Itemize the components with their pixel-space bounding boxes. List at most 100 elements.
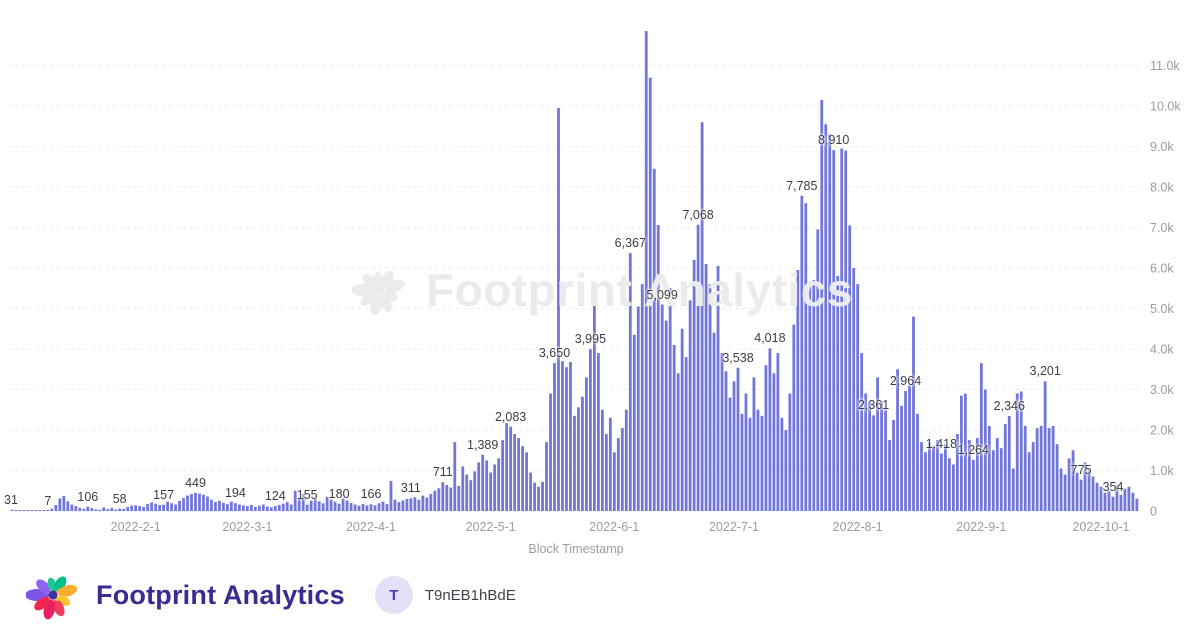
bar bbox=[269, 507, 273, 512]
bar bbox=[317, 501, 321, 511]
bar-value-label: 194 bbox=[224, 486, 246, 501]
bar bbox=[804, 203, 808, 511]
bar bbox=[796, 270, 800, 511]
bar bbox=[880, 401, 883, 511]
bar-value-label: 711 bbox=[432, 465, 453, 480]
bar bbox=[461, 466, 465, 511]
bar-value-label: 106 bbox=[77, 489, 99, 504]
bar bbox=[944, 444, 947, 512]
bar bbox=[955, 434, 959, 511]
user-avatar-badge: T bbox=[374, 576, 413, 614]
bar bbox=[333, 501, 337, 511]
bar-value-label: 58 bbox=[112, 491, 127, 506]
bar bbox=[541, 481, 544, 511]
bar bbox=[210, 499, 213, 511]
bar bbox=[369, 504, 373, 511]
bar bbox=[1087, 468, 1091, 511]
y-axis-tick-label: 1.0k bbox=[1150, 464, 1174, 478]
bar-value-label: 7,068 bbox=[682, 207, 714, 222]
bar-value-label: 354 bbox=[1102, 479, 1124, 494]
bar bbox=[991, 450, 995, 511]
bar bbox=[904, 390, 907, 511]
bar bbox=[533, 482, 536, 511]
x-axis-tick-label: 2022-3-1 bbox=[222, 520, 272, 534]
bar bbox=[10, 509, 14, 511]
bar bbox=[979, 363, 983, 511]
bar bbox=[824, 124, 828, 511]
bar bbox=[592, 304, 596, 512]
x-axis-tick-label: 2022-2-1 bbox=[111, 520, 161, 534]
bar bbox=[485, 460, 489, 512]
bar bbox=[959, 395, 963, 511]
bar bbox=[664, 320, 668, 511]
bar bbox=[1027, 452, 1031, 511]
bar bbox=[724, 371, 728, 511]
bar bbox=[281, 503, 285, 511]
bar bbox=[233, 503, 237, 511]
bar bbox=[86, 506, 90, 511]
bar bbox=[768, 348, 772, 511]
bar bbox=[708, 284, 712, 511]
bar bbox=[42, 510, 46, 511]
bar bbox=[218, 500, 221, 512]
bar bbox=[1075, 472, 1079, 511]
bar bbox=[1111, 496, 1115, 511]
bar bbox=[712, 332, 716, 511]
bar bbox=[748, 417, 752, 511]
bar bbox=[1003, 423, 1007, 512]
bar bbox=[142, 506, 146, 511]
bar bbox=[752, 377, 756, 511]
bar bbox=[30, 510, 34, 511]
bar bbox=[337, 503, 341, 511]
bar bbox=[1127, 486, 1131, 511]
bar bbox=[1035, 427, 1039, 512]
bar bbox=[788, 393, 792, 511]
bar bbox=[134, 505, 138, 511]
y-axis-tick-label: 9.0k bbox=[1150, 140, 1174, 154]
bar bbox=[872, 415, 876, 511]
bar bbox=[573, 415, 576, 511]
bar bbox=[1115, 484, 1119, 511]
bar bbox=[453, 442, 457, 511]
bar-value-label: 2,964 bbox=[889, 374, 922, 388]
bar bbox=[600, 409, 604, 511]
bar-value-label: 2,361 bbox=[857, 398, 890, 413]
bar bbox=[381, 501, 385, 511]
bar bbox=[924, 452, 927, 511]
bar bbox=[1099, 486, 1103, 511]
bar bbox=[206, 496, 209, 511]
bar bbox=[517, 438, 520, 511]
bar-value-label: 6,367 bbox=[614, 236, 646, 251]
bar bbox=[194, 492, 197, 511]
bar bbox=[1123, 488, 1127, 512]
bar bbox=[397, 502, 401, 511]
bar-value-label: 3,650 bbox=[538, 346, 571, 361]
bar bbox=[585, 377, 588, 511]
bar bbox=[186, 495, 189, 511]
bar bbox=[401, 500, 405, 511]
bar bbox=[1051, 425, 1055, 511]
bar bbox=[565, 367, 568, 512]
bar bbox=[660, 304, 664, 511]
bar bbox=[66, 501, 70, 511]
bar bbox=[561, 361, 564, 511]
bar bbox=[146, 504, 150, 511]
bar-value-label: 449 bbox=[185, 475, 206, 490]
y-axis-tick-label: 4.0k bbox=[1150, 343, 1174, 357]
bar bbox=[640, 284, 644, 511]
bar bbox=[62, 496, 66, 511]
bar bbox=[612, 452, 616, 511]
bar bbox=[265, 506, 269, 512]
bar bbox=[437, 488, 441, 511]
y-axis-tick-label: 8.0k bbox=[1150, 181, 1174, 195]
bar bbox=[836, 276, 840, 511]
bar bbox=[202, 494, 205, 511]
bar bbox=[792, 324, 796, 511]
bar bbox=[293, 490, 297, 511]
bar bbox=[237, 504, 241, 511]
x-axis-tick-label: 2022-10-1 bbox=[1073, 520, 1130, 534]
bar-value-label: 2,083 bbox=[494, 409, 527, 424]
bar bbox=[852, 268, 856, 511]
bar bbox=[106, 509, 110, 511]
bar-value-label: 7,785 bbox=[786, 178, 818, 193]
